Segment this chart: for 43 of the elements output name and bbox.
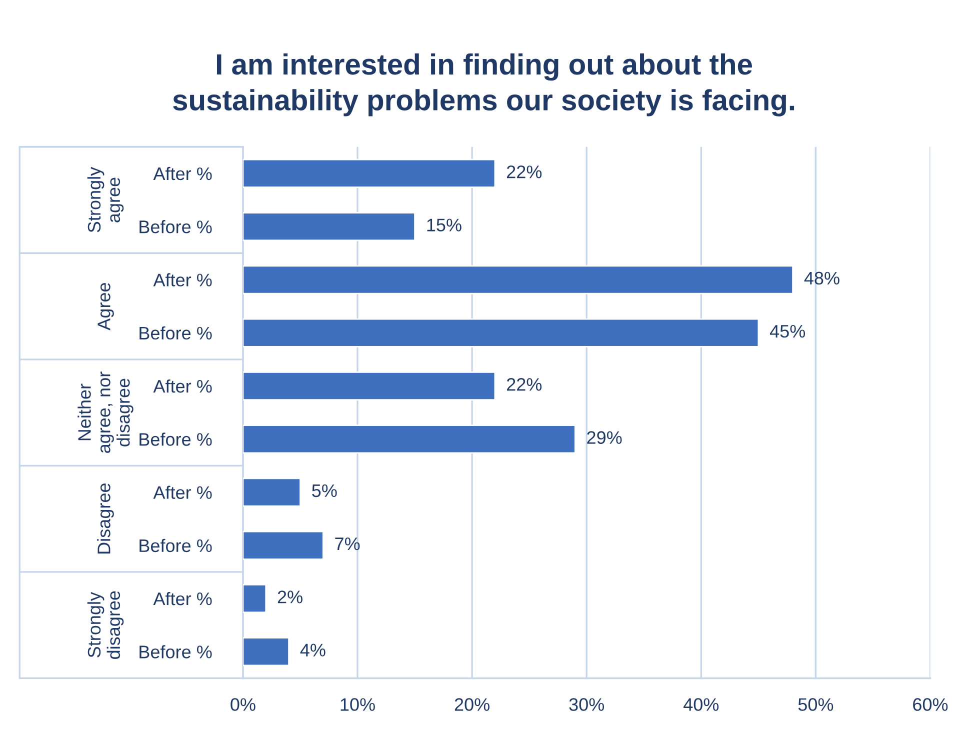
x-tick-label: 10% xyxy=(340,698,375,711)
y-tick-label: Before % xyxy=(140,326,212,340)
data-label: 22% xyxy=(506,378,542,391)
y-tick-label: Before % xyxy=(140,432,212,446)
data-label: 4% xyxy=(300,644,326,656)
chart-title: I am interested in finding out about the sustainability problems our society is facing. xyxy=(173,53,794,116)
data-label: 5% xyxy=(312,484,337,498)
x-tick-label: 60% xyxy=(913,698,948,711)
bar xyxy=(242,530,324,560)
bar xyxy=(242,478,301,507)
y-tick-label: Before % xyxy=(140,645,212,658)
x-tick-label: 20% xyxy=(454,698,490,711)
bar xyxy=(242,424,576,454)
bar xyxy=(242,158,496,188)
data-label: 45% xyxy=(770,324,806,338)
y-tick-label: Before % xyxy=(140,538,212,552)
x-tick-label: 0% xyxy=(230,698,256,711)
text: Neither agree, nor disagree xyxy=(78,372,134,453)
data-label: 29% xyxy=(587,431,622,444)
bar xyxy=(242,637,290,666)
x-tick-label: 50% xyxy=(798,698,834,711)
y-tick-label: After % xyxy=(153,486,212,499)
bar xyxy=(242,318,760,348)
bar xyxy=(242,371,496,400)
bar xyxy=(242,584,267,614)
data-label: 2% xyxy=(278,590,302,604)
y-tick-label: After % xyxy=(153,592,212,606)
y-tick-label: Before % xyxy=(140,220,212,234)
data-label: 48% xyxy=(804,272,840,285)
x-tick-label: 40% xyxy=(684,698,719,711)
data-label: 22% xyxy=(506,165,542,178)
text: Strongly agree xyxy=(87,166,124,232)
data-label: 15% xyxy=(427,218,462,232)
y-tick-label: After % xyxy=(153,273,212,286)
text: Agree xyxy=(98,282,114,330)
bar xyxy=(242,265,794,294)
bar xyxy=(242,212,416,242)
y-tick-label: After % xyxy=(153,379,212,393)
y-tick-label: After % xyxy=(153,166,212,180)
x-tick-label: 30% xyxy=(569,698,604,711)
data-label: 7% xyxy=(335,538,360,550)
text: Disagree xyxy=(97,483,114,554)
text: Strongly disagree xyxy=(87,591,124,659)
